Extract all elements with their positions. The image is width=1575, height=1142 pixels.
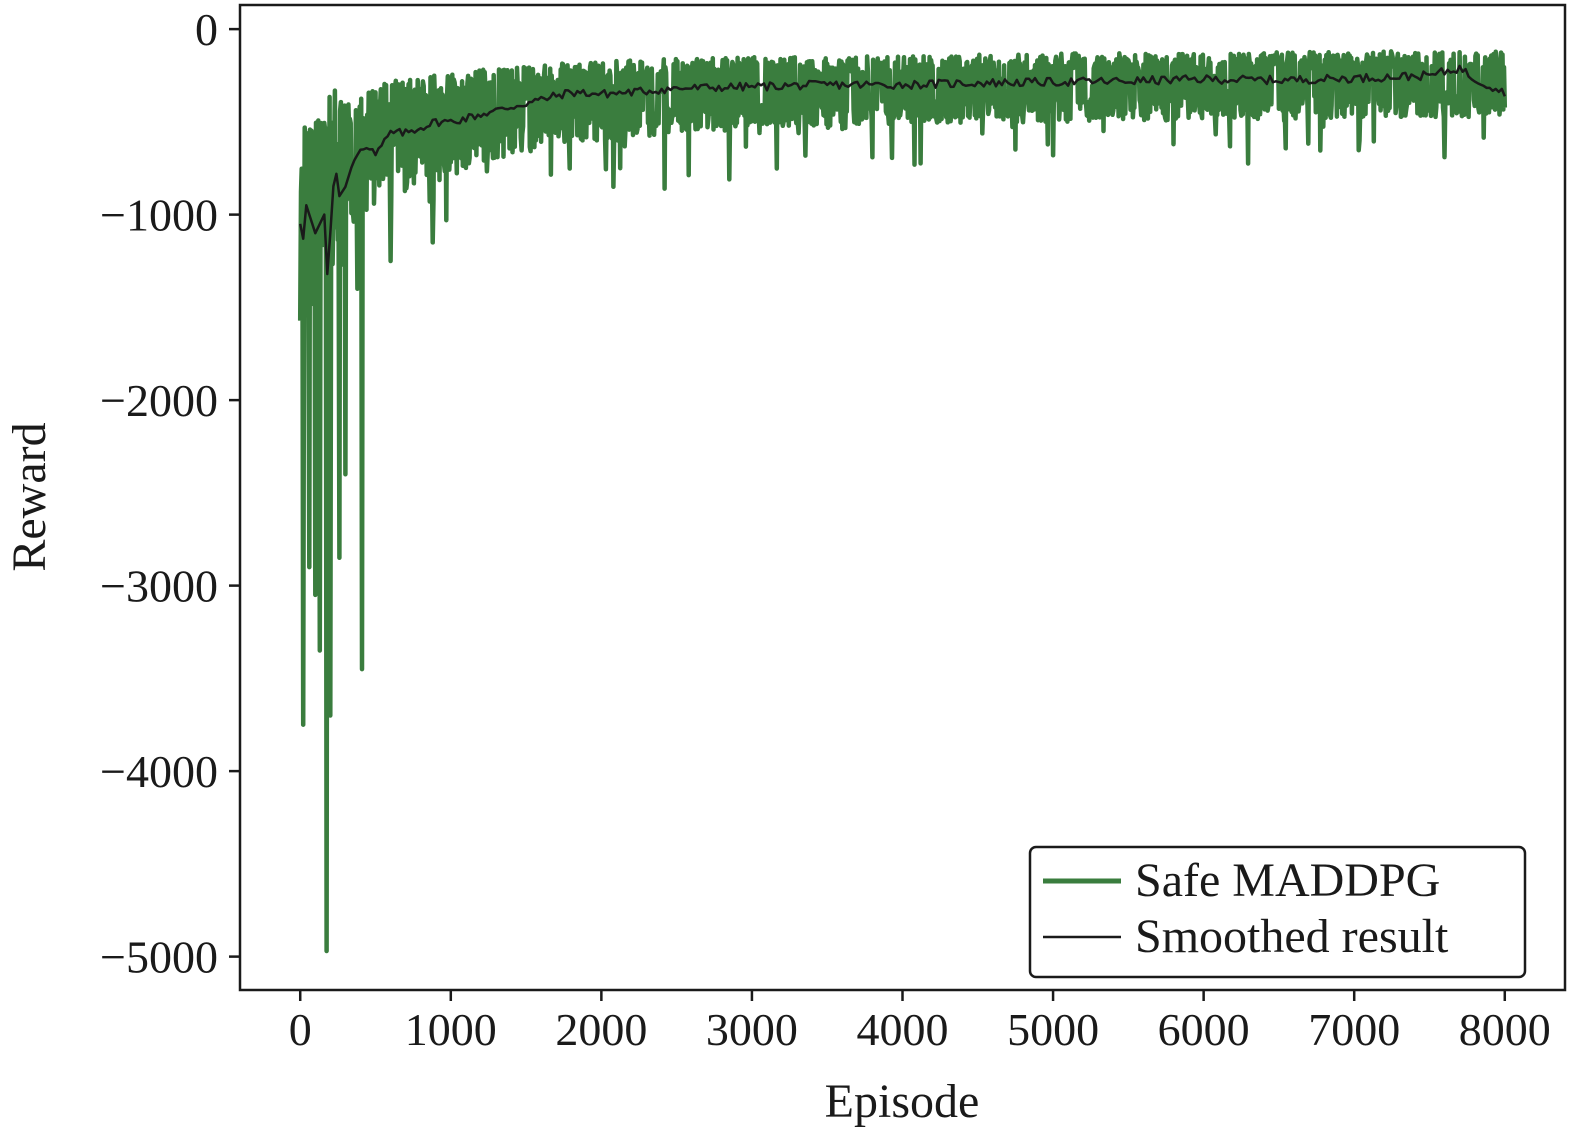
legend-label-smoothed-result: Smoothed result [1135, 910, 1449, 963]
x-tick-label: 4000 [857, 1004, 949, 1055]
x-axis-ticks: 0 1000 2000 3000 4000 5000 6000 7000 8000 [289, 990, 1551, 1055]
legend-box [1028, 845, 1527, 979]
y-tick-label: −1000 [100, 190, 218, 241]
y-tick-label: −4000 [100, 746, 218, 797]
x-tick-label: 1000 [405, 1004, 497, 1055]
x-tick-label: 6000 [1158, 1004, 1250, 1055]
series-smoothed-result-line [298, 64, 1506, 276]
y-tick-label: 0 [195, 4, 218, 55]
x-tick-label: 7000 [1308, 1004, 1400, 1055]
x-tick-label: 8000 [1459, 1004, 1551, 1055]
series-layer [297, 49, 1508, 954]
x-axis-label: Episode [825, 1075, 980, 1128]
legend: Safe MADDPG Smoothed result [1028, 845, 1527, 979]
y-axis-label: Reward [3, 422, 56, 571]
legend-label-safe-maddpg: Safe MADDPG [1135, 854, 1440, 907]
series-safe-maddpg-line [297, 49, 1508, 954]
y-axis-ticks: 0 −1000 −2000 −3000 −4000 −5000 [100, 4, 240, 983]
y-tick-label: −5000 [100, 932, 218, 983]
x-tick-label: 3000 [706, 1004, 798, 1055]
x-tick-label: 0 [289, 1004, 312, 1055]
x-tick-label: 2000 [555, 1004, 647, 1055]
x-tick-label: 5000 [1007, 1004, 1099, 1055]
y-tick-label: −2000 [100, 375, 218, 426]
y-tick-label: −3000 [100, 561, 218, 612]
